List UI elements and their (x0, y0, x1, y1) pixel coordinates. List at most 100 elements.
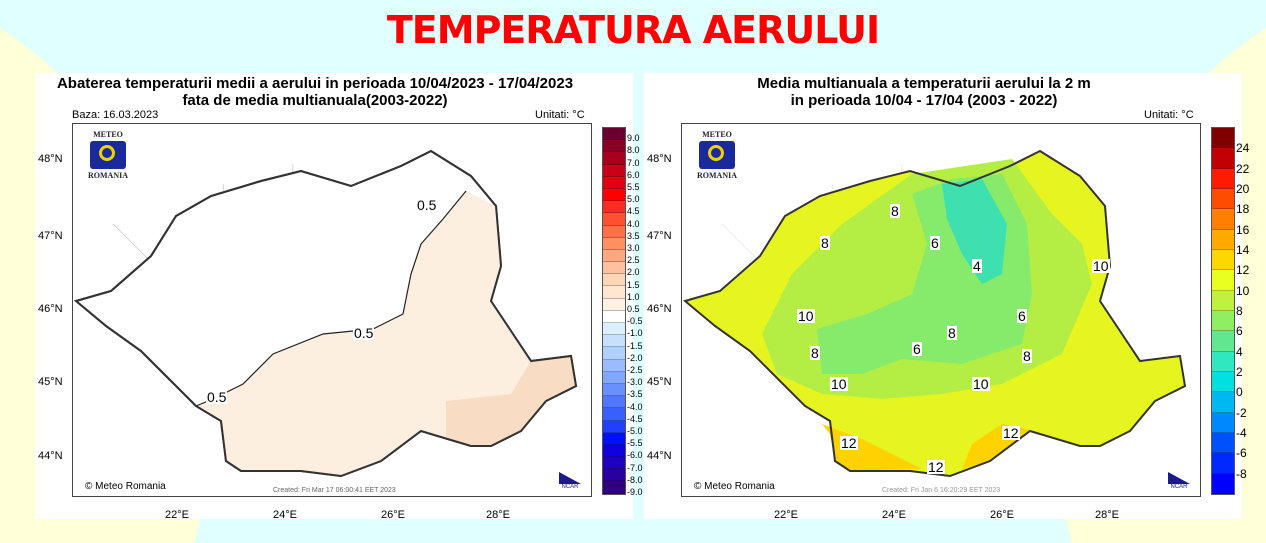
colorbar-label: 14 (1236, 243, 1250, 257)
colorbar-swatch (603, 432, 625, 445)
colorbar-label: 5.0 (627, 194, 640, 205)
contour-label: 8 (947, 325, 957, 341)
lon-tick-label: 24°E (273, 509, 297, 521)
colorbar-label: -9.0 (627, 487, 643, 497)
colorbar-swatch (603, 298, 625, 311)
lat-tick-label: 48°N (647, 153, 672, 165)
lon-tick-label: 24°E (882, 509, 906, 521)
colorbar-label: 2 (1236, 365, 1243, 379)
colorbar-label: 9.0 (627, 133, 640, 144)
map-svg (682, 149, 1187, 478)
contour-label: 8 (810, 345, 820, 361)
ncar-logo: NCAR (1168, 472, 1190, 490)
lat-tick-label: 47°N (38, 230, 63, 242)
colorbar-label: 1.0 (627, 291, 640, 302)
colorbar-swatch (603, 469, 625, 482)
lat-tick-label: 44°N (38, 450, 63, 462)
chart-title: Abaterea temperaturii medii a aerului in… (56, 75, 574, 109)
lon-tick-label: 28°E (486, 509, 510, 521)
colorbar-label: -8.0 (627, 474, 643, 485)
lon-tick-label: 26°E (381, 509, 405, 521)
colorbar-swatch (603, 457, 625, 470)
lon-tick-label: 26°E (990, 509, 1014, 521)
meteo-romania-logo: METEO ROMANIA (88, 130, 128, 180)
colorbar-label: 16 (1236, 222, 1250, 237)
colorbar-label: 3.0 (627, 243, 640, 253)
colorbar-swatch (1212, 148, 1234, 169)
base-date: Baza: 16.03.2023 (72, 109, 159, 121)
colorbar-label: -4.0 (627, 401, 643, 412)
colorbar-swatch (1212, 168, 1234, 189)
romania-border (73, 149, 578, 478)
climatology-map-panel: Media multianuala a temperaturii aerului… (644, 73, 1249, 521)
created-stamp: Created: Fri Mar 17 06:00:41 EET 2023 (273, 487, 396, 494)
contour-label: 0.5 (353, 325, 375, 341)
colorbar-swatch (603, 140, 625, 153)
colorbar-swatch (1212, 270, 1234, 291)
colorbar-label: 4.5 (627, 206, 640, 217)
colorbar-swatch (603, 188, 625, 202)
lon-tick-label: 28°E (1095, 509, 1119, 521)
colorbar-swatch (1212, 392, 1234, 413)
colorbar-swatch (1212, 331, 1234, 352)
contour-label: 8 (820, 235, 830, 251)
colorbar-label: -5.0 (627, 426, 643, 436)
colorbar-swatch (603, 396, 625, 409)
contour-label: 0.5 (206, 389, 228, 405)
lat-tick-label: 45°N (647, 376, 672, 388)
contour-label: 0.5 (416, 197, 438, 213)
colorbar-label: -6.0 (627, 450, 643, 461)
lat-tick-label: 48°N (38, 153, 63, 165)
colorbar-label: 22 (1236, 161, 1250, 176)
colorbar-label: -0.5 (627, 316, 643, 327)
lat-tick-label: 45°N (38, 376, 63, 388)
colorbar-swatch (603, 274, 625, 287)
colorbar-label: -7.0 (627, 462, 643, 473)
contour-label: 12 (1002, 425, 1020, 441)
contour-label: 10 (972, 376, 990, 392)
contour-label: 10 (1092, 258, 1110, 274)
colorbar-swatch (603, 444, 625, 458)
region-dobrogea-anomaly (446, 356, 576, 446)
colorbar-label: -2.5 (627, 365, 643, 375)
colorbar-swatch (603, 371, 625, 384)
colorbar-swatch (603, 286, 625, 299)
colorbar-label: 4.0 (627, 218, 640, 229)
colorbar-swatch (603, 310, 625, 323)
colorbar-label: -1.0 (627, 328, 643, 339)
created-stamp: Created: Fri Jan 6 16:20:29 EET 2023 (882, 487, 1001, 494)
colorbar-swatch (1212, 229, 1234, 250)
colorbar-label: 24 (1236, 141, 1250, 156)
colorbar-label: -1.5 (627, 340, 643, 351)
anomaly-map-panel: Abaterea temperaturii medii a aerului in… (35, 73, 643, 521)
colorbar-label: 7.0 (627, 157, 640, 168)
contour-label: 10 (797, 308, 815, 324)
colorbar-swatch (1212, 412, 1234, 433)
lon-tick-label: 22°E (165, 509, 189, 521)
colorbar-swatch (603, 152, 625, 165)
colorbar-label: -4 (1236, 426, 1247, 440)
colorbar-label: 1.5 (627, 279, 640, 290)
lat-tick-label: 46°N (647, 303, 672, 315)
colorbar-label: 5.5 (627, 182, 640, 192)
ncar-logo: NCAR (559, 472, 581, 490)
colorbar-label: 20 (1236, 182, 1250, 196)
colorbar-label: -2.0 (627, 352, 643, 363)
colorbar-label: 8.0 (627, 145, 640, 156)
colorbar-swatch (1212, 128, 1234, 149)
colorbar-swatch (1212, 432, 1234, 454)
lat-tick-label: 46°N (38, 303, 63, 315)
colorbar-swatch (1212, 310, 1234, 332)
contour-label: 6 (1017, 308, 1027, 324)
colorbar-swatch (603, 408, 625, 421)
colorbar-label: 0 (1236, 385, 1243, 400)
colorbar-label: 6 (1236, 324, 1243, 339)
colorbar-label: 10 (1236, 283, 1250, 298)
colorbar-swatch (1212, 453, 1234, 474)
colorbar-label: 4 (1236, 344, 1243, 359)
meteo-romania-logo: METEO ROMANIA (697, 130, 737, 180)
colorbar-swatch (1212, 249, 1234, 271)
colorbar-swatch (603, 335, 625, 348)
colorbar-swatch (1212, 473, 1234, 494)
lon-tick-label: 22°E (774, 509, 798, 521)
